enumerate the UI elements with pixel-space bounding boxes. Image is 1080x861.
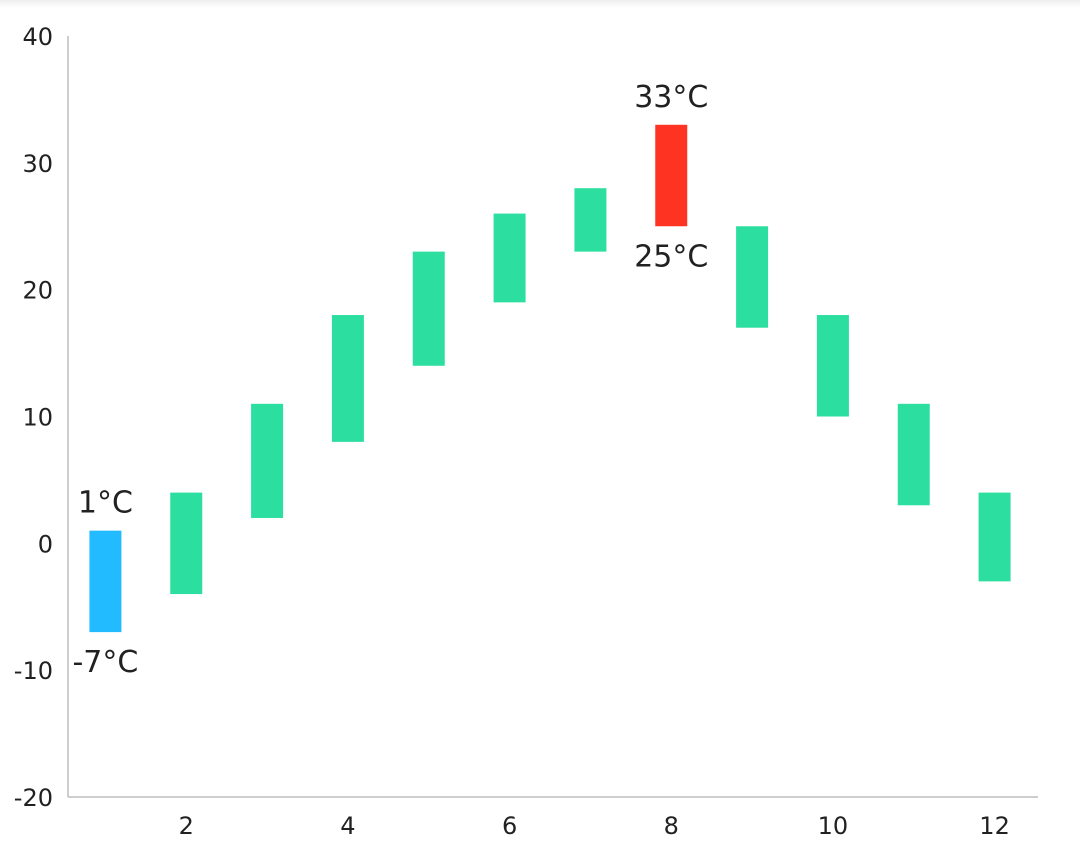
range-bar — [493, 213, 526, 303]
max-month-low-label: 25°C — [634, 239, 708, 274]
x-tick-label: 10 — [818, 812, 849, 840]
range-bar — [736, 226, 769, 328]
x-tick-labels: 2 4 6 8 10 12 — [179, 812, 1010, 840]
y-tick-label: 20 — [22, 277, 53, 305]
y-tick-label: -10 — [14, 657, 53, 685]
max-month-high-label: 33°C — [634, 80, 708, 115]
y-tick-labels: -20 -10 0 10 20 30 40 — [14, 23, 53, 812]
y-tick-label: 40 — [22, 23, 53, 51]
range-bar — [574, 188, 607, 252]
axes — [67, 36, 1038, 798]
extreme-annotations: 1°C -7°C 33°C 25°C — [72, 80, 708, 680]
x-tick-label: 4 — [340, 812, 355, 840]
range-bar-max — [655, 124, 688, 227]
x-tick-label: 8 — [664, 812, 679, 840]
range-bar — [251, 403, 284, 518]
y-tick-label: 0 — [38, 530, 53, 558]
range-bar-min — [89, 530, 122, 633]
min-month-high-label: 1°C — [78, 486, 133, 521]
range-bar — [331, 315, 364, 442]
range-bar — [412, 251, 445, 366]
range-bar — [170, 492, 203, 595]
x-tick-label: 6 — [502, 812, 517, 840]
range-bars — [89, 124, 1011, 633]
y-tick-label: 30 — [22, 150, 53, 178]
y-tick-label: 10 — [22, 404, 53, 432]
y-tick-label: -20 — [14, 784, 53, 812]
range-bar — [897, 403, 930, 506]
min-month-low-label: -7°C — [72, 645, 138, 680]
x-tick-label: 2 — [179, 812, 194, 840]
status-shadow — [0, 0, 1080, 8]
range-bar — [816, 315, 849, 417]
range-bar — [978, 492, 1011, 582]
x-tick-label: 12 — [979, 812, 1010, 840]
